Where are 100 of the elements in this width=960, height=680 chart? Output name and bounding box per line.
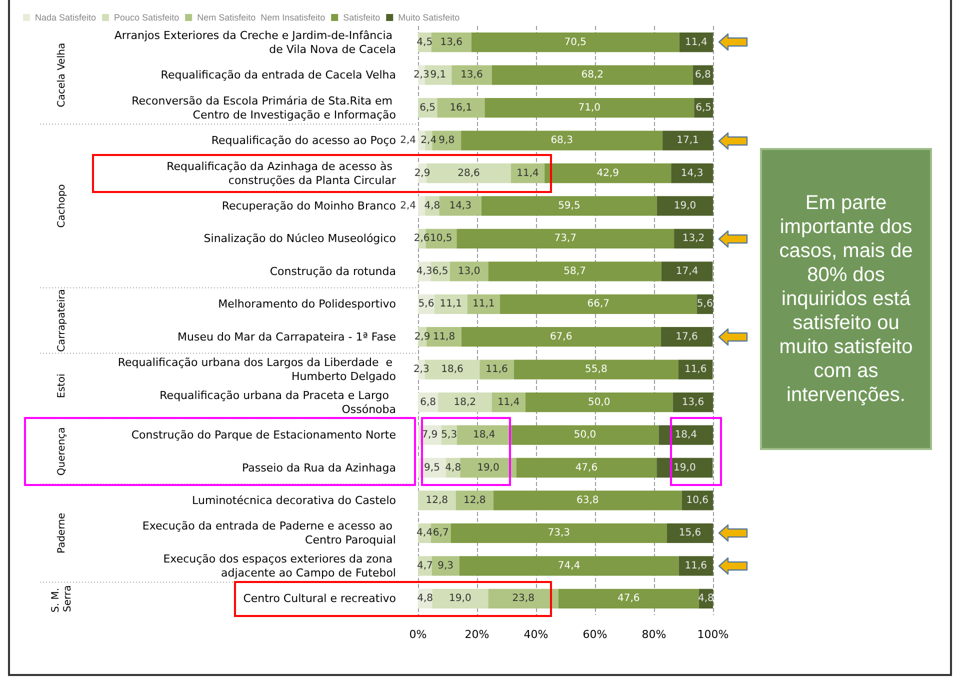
bar [432, 588, 488, 608]
text: Em parte importante dos casos, mais de 80% dos inquiridos está satisfeito ou muito satisfeito com as intervenções. [779, 192, 913, 406]
legend-label: Nem Satisfeito Nem Insatisfeito [197, 12, 326, 22]
y-tick-label: Recuperação do Moinho Branco [222, 199, 396, 212]
data-label: 10,5 [430, 233, 452, 244]
data-label: 11,4 [497, 396, 520, 408]
y-tick-label: Requalificação da Azinhaga de acesso às construções da Planta Circular [166, 160, 396, 187]
y-tick-label: Passeio da Rua da Azinhaga [242, 461, 396, 474]
data-label: 10,6 [686, 494, 708, 506]
data-label: 18,2 [454, 396, 476, 408]
y-tick-label: Requalificação urbana dos Largos da Liberdade e Humberto Delgado [118, 356, 396, 384]
bar [511, 425, 659, 445]
text: Carrapateira [56, 289, 68, 352]
data-label: 7,9 [422, 430, 438, 441]
bar [456, 228, 674, 249]
y-tick-label: Requalificação urbana da Praceta e Largo Ossónoba [160, 388, 396, 416]
data-label: 11,4 [516, 168, 539, 179]
data-label: 2,4 [400, 200, 416, 212]
data-label: 2,6 [414, 233, 430, 244]
data-label: 55,8 [585, 364, 608, 376]
text: Cachopo [56, 184, 68, 228]
text: Paderne [56, 512, 68, 554]
data-label: 6,7 [432, 528, 449, 539]
x-tick-label: 20% [464, 628, 490, 641]
bar [461, 130, 663, 150]
y-tick-label: Centro Cultural e recreativo [243, 592, 396, 606]
data-label: 5,3 [441, 430, 458, 441]
text: Querença [56, 427, 68, 476]
data-label: 16,1 [450, 102, 472, 114]
data-label: 9,1 [430, 70, 446, 81]
data-label: 4,7 [416, 560, 433, 572]
data-label: 19,0 [674, 200, 696, 212]
bar [558, 588, 699, 608]
y-tick-label: Luminotécnica decorativa do Castelo [192, 494, 396, 507]
bar [456, 490, 494, 510]
bar [484, 98, 694, 118]
bar [494, 490, 682, 510]
data-label: 19,0 [449, 593, 472, 604]
legend-label: Muito Satisfeito [398, 12, 460, 22]
data-label: 47,6 [617, 593, 640, 604]
bar [510, 163, 545, 184]
data-label: 47,6 [575, 462, 598, 474]
bar [492, 65, 693, 85]
data-label: 12,8 [464, 494, 486, 506]
bar [682, 490, 713, 510]
data-label: 12,8 [426, 494, 448, 506]
data-label: 74,4 [558, 560, 580, 572]
data-label: 2,9 [414, 168, 430, 179]
bar [492, 392, 526, 412]
bar [434, 294, 468, 314]
data-label: 6,5 [420, 102, 436, 114]
data-label: 9,3 [438, 560, 454, 572]
data-label: 67,6 [550, 331, 572, 342]
bar [480, 360, 514, 380]
data-label: 9,8 [438, 135, 455, 146]
data-label: 5,6 [418, 298, 434, 310]
data-label: 17,6 [676, 331, 698, 342]
bar [660, 327, 713, 347]
data-label: 73,7 [554, 233, 576, 244]
data-label: 15,6 [678, 528, 702, 539]
data-label: 18,4 [674, 430, 697, 441]
data-label: 18,6 [441, 364, 464, 376]
bar [450, 523, 667, 544]
data-label: 4,8 [417, 593, 434, 604]
x-tick-label: 40% [524, 628, 548, 641]
data-label: 6,8 [420, 396, 436, 408]
data-label: 70,5 [564, 36, 587, 48]
data-label: 11,6 [684, 560, 708, 572]
bar [679, 32, 713, 52]
data-label: 2,3 [413, 364, 430, 376]
bar [452, 65, 492, 85]
y-tick-label: Construção da rotunda [270, 264, 396, 278]
x-tick-label: 100% [697, 628, 729, 641]
bar [481, 196, 657, 216]
text: Estoi [56, 374, 68, 398]
text: Cacela Velha [56, 42, 68, 108]
bar [418, 490, 456, 510]
data-label: 11,6 [684, 364, 707, 376]
data-label: 19,0 [477, 462, 500, 474]
legend-label: Pouco Satisfeito [114, 12, 180, 22]
data-label: 6,5 [696, 102, 712, 114]
bar [431, 32, 472, 52]
data-label: 68,2 [581, 70, 604, 81]
data-label: 59,5 [558, 200, 580, 212]
data-label: 5,6 [696, 298, 713, 310]
data-label: 71,0 [578, 102, 601, 114]
legend-label: Satisfeito [343, 12, 380, 22]
data-label: 11,8 [432, 331, 456, 342]
data-label: 11,6 [486, 364, 508, 376]
text: S. M. Serra [50, 584, 74, 612]
data-label: 13,6 [460, 70, 483, 81]
bar [488, 588, 558, 608]
data-label: 42,9 [596, 168, 619, 179]
data-label: 17,1 [676, 135, 699, 146]
data-label: 2,9 [414, 331, 430, 342]
data-label: 4,8 [445, 462, 462, 474]
y-tick-label: Arranjos Exteriores da Creche e Jardim-de-Infância de Vila Nova de Cacela [114, 28, 396, 56]
bar [500, 294, 697, 314]
data-label: 4,4 [416, 528, 432, 539]
bar [514, 360, 678, 380]
